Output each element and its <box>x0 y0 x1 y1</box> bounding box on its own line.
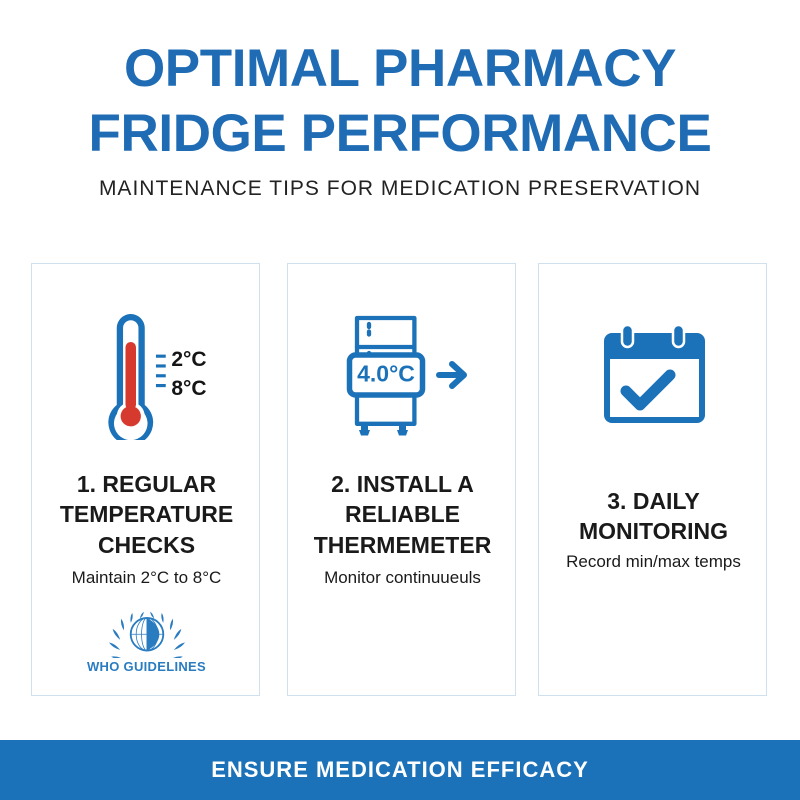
svg-text:8°C: 8°C <box>171 377 206 400</box>
svg-text:4.0°C: 4.0°C <box>357 361 415 387</box>
svg-text:2°C: 2°C <box>171 348 206 371</box>
